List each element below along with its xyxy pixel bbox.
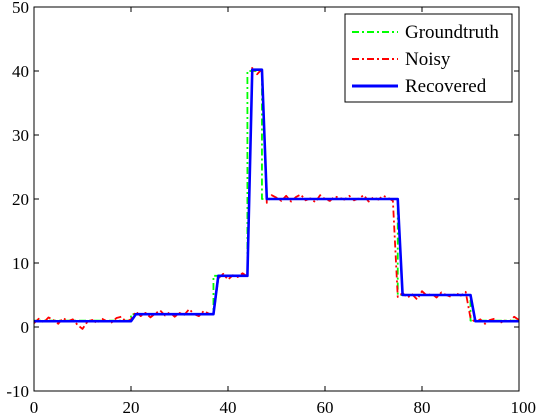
legend-label-groundtruth: Groundtruth (405, 22, 499, 43)
y-tick-label: -10 (6, 382, 29, 401)
legend: Groundtruth Noisy Recovered (344, 13, 513, 103)
y-tick-label: 0 (21, 318, 30, 337)
series-layer (33, 66, 520, 330)
y-tick-label: 30 (12, 126, 29, 145)
x-tick-label: 20 (123, 398, 140, 416)
x-tick-label: 80 (414, 398, 431, 416)
y-tick-label: 10 (12, 254, 29, 273)
y-tick-label: 20 (12, 190, 29, 209)
x-tick-label: 60 (317, 398, 334, 416)
x-tick-label: 40 (220, 398, 237, 416)
series-line-recovered (34, 68, 519, 323)
y-tick-label: 50 (12, 0, 29, 17)
legend-label-recovered: Recovered (405, 76, 487, 97)
y-tick-label: 40 (12, 62, 29, 81)
x-tick-label: 0 (30, 398, 39, 416)
x-tick-label: 100 (511, 398, 536, 416)
legend-label-noisy: Noisy (405, 49, 451, 70)
